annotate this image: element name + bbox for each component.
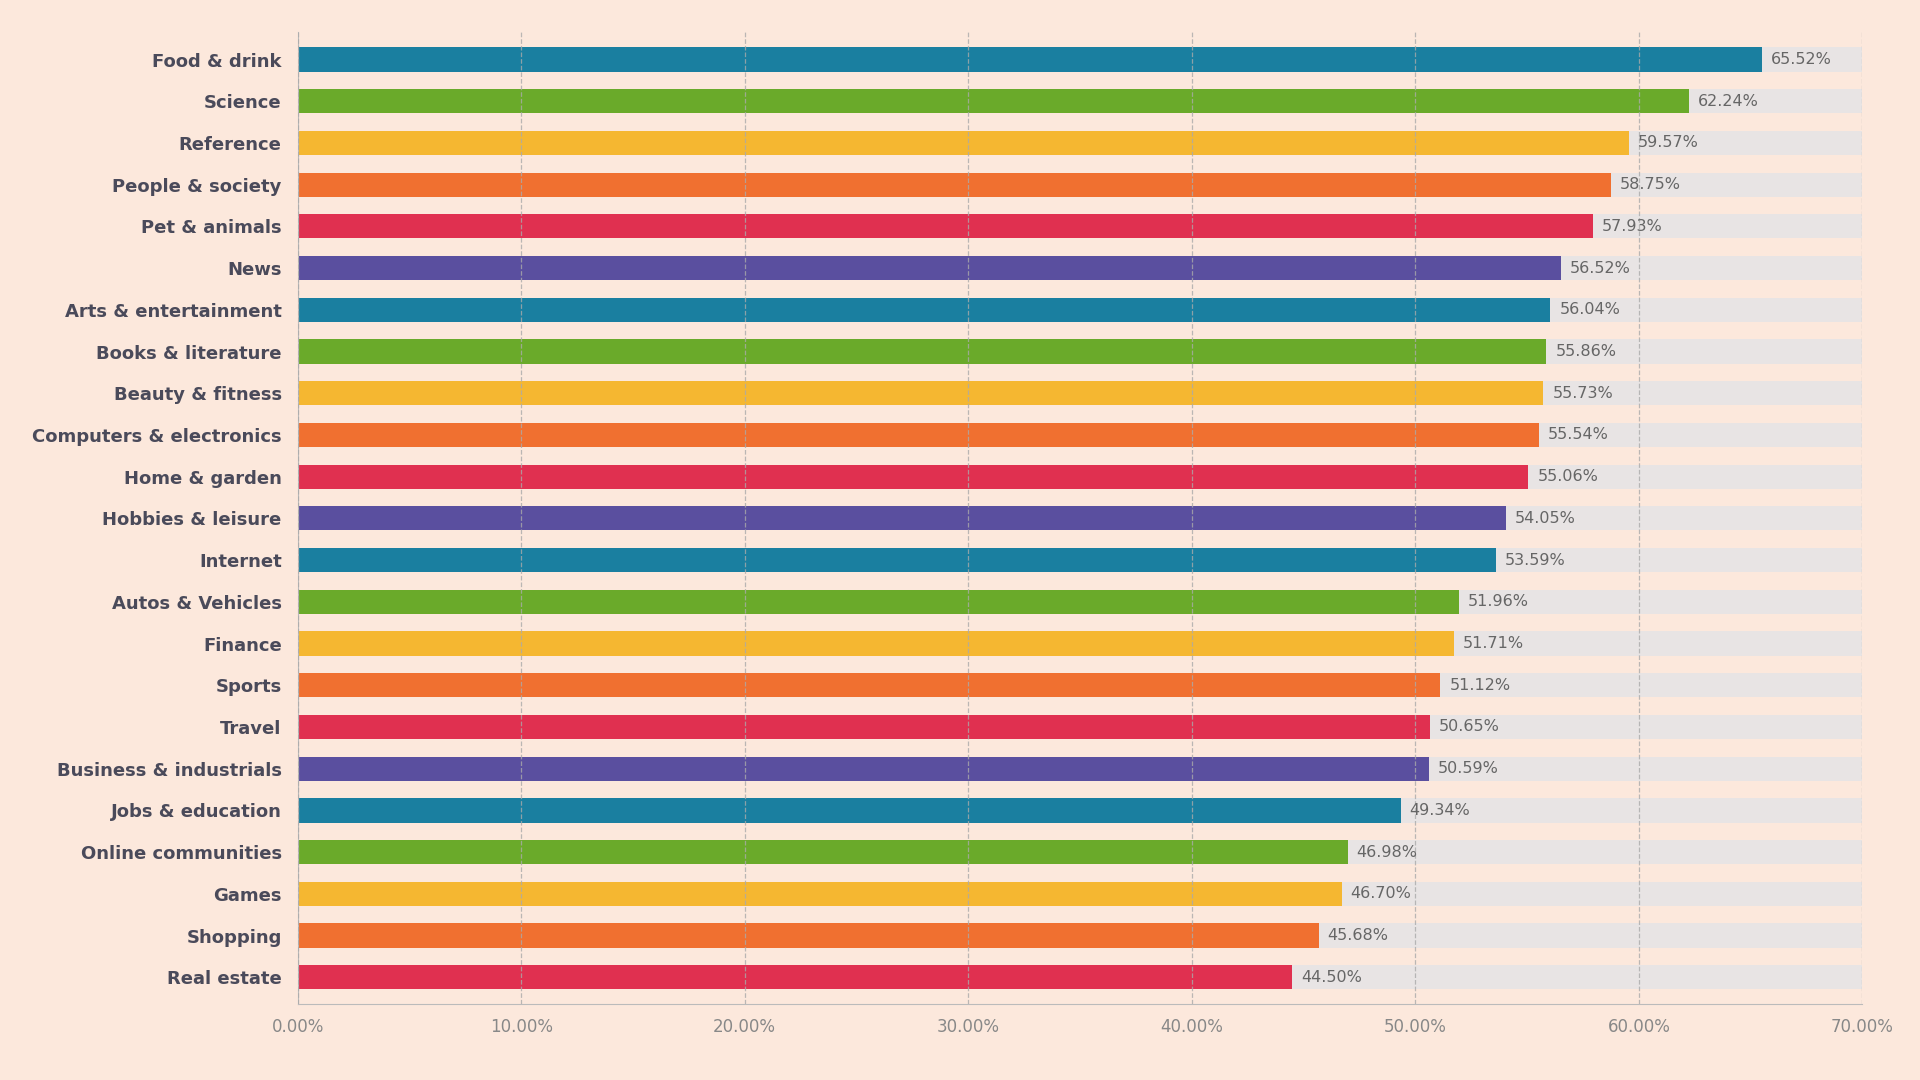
Bar [298,256,1862,280]
Text: 55.86%: 55.86% [1555,345,1617,359]
Bar [298,90,1690,113]
Text: 51.12%: 51.12% [1450,678,1511,692]
Bar [298,548,1862,572]
Bar [298,131,1862,156]
Bar [298,673,1862,698]
Text: 51.96%: 51.96% [1469,594,1528,609]
Bar [298,881,1862,906]
Text: 57.93%: 57.93% [1601,219,1663,234]
Bar [298,339,1862,364]
Text: 55.54%: 55.54% [1548,428,1609,443]
Text: 50.65%: 50.65% [1438,719,1500,734]
Text: 50.59%: 50.59% [1438,761,1498,777]
Bar [298,632,1453,656]
Bar [298,757,1428,781]
Bar [298,90,1862,113]
Text: 55.06%: 55.06% [1538,469,1597,484]
Bar [298,881,1342,906]
Bar [298,966,1862,989]
Text: 54.05%: 54.05% [1515,511,1576,526]
Text: 58.75%: 58.75% [1620,177,1680,192]
Bar [298,798,1862,823]
Bar [298,131,1630,156]
Bar [298,339,1546,364]
Bar [298,214,1862,239]
Text: 53.59%: 53.59% [1505,553,1565,568]
Bar [298,507,1505,530]
Bar [298,840,1348,864]
Bar [298,48,1763,71]
Bar [298,840,1862,864]
Bar [298,173,1862,197]
Bar [298,423,1540,447]
Bar [298,632,1862,656]
Bar [298,381,1862,405]
Bar [298,548,1496,572]
Bar [298,48,1862,71]
Text: 51.71%: 51.71% [1463,636,1524,651]
Bar [298,214,1592,239]
Bar [298,798,1400,823]
Bar [298,715,1862,739]
Text: 56.04%: 56.04% [1559,302,1620,318]
Bar [298,715,1430,739]
Text: 65.52%: 65.52% [1770,52,1832,67]
Bar [298,923,1319,947]
Text: 56.52%: 56.52% [1571,260,1630,275]
Text: 46.70%: 46.70% [1350,887,1411,902]
Text: 62.24%: 62.24% [1697,94,1759,109]
Bar [298,590,1862,613]
Bar [298,464,1862,489]
Text: 44.50%: 44.50% [1302,970,1361,985]
Bar [298,381,1544,405]
Text: 46.98%: 46.98% [1357,845,1417,860]
Bar [298,673,1440,698]
Bar [298,464,1528,489]
Bar [298,256,1561,280]
Bar [298,757,1862,781]
Text: 49.34%: 49.34% [1409,802,1471,818]
Text: 45.68%: 45.68% [1329,928,1388,943]
Bar [298,966,1292,989]
Bar [298,507,1862,530]
Bar [298,423,1862,447]
Bar [298,590,1459,613]
Bar [298,173,1611,197]
Text: 55.73%: 55.73% [1553,386,1613,401]
Bar [298,923,1862,947]
Bar [298,298,1862,322]
Bar [298,298,1549,322]
Text: 59.57%: 59.57% [1638,135,1699,150]
